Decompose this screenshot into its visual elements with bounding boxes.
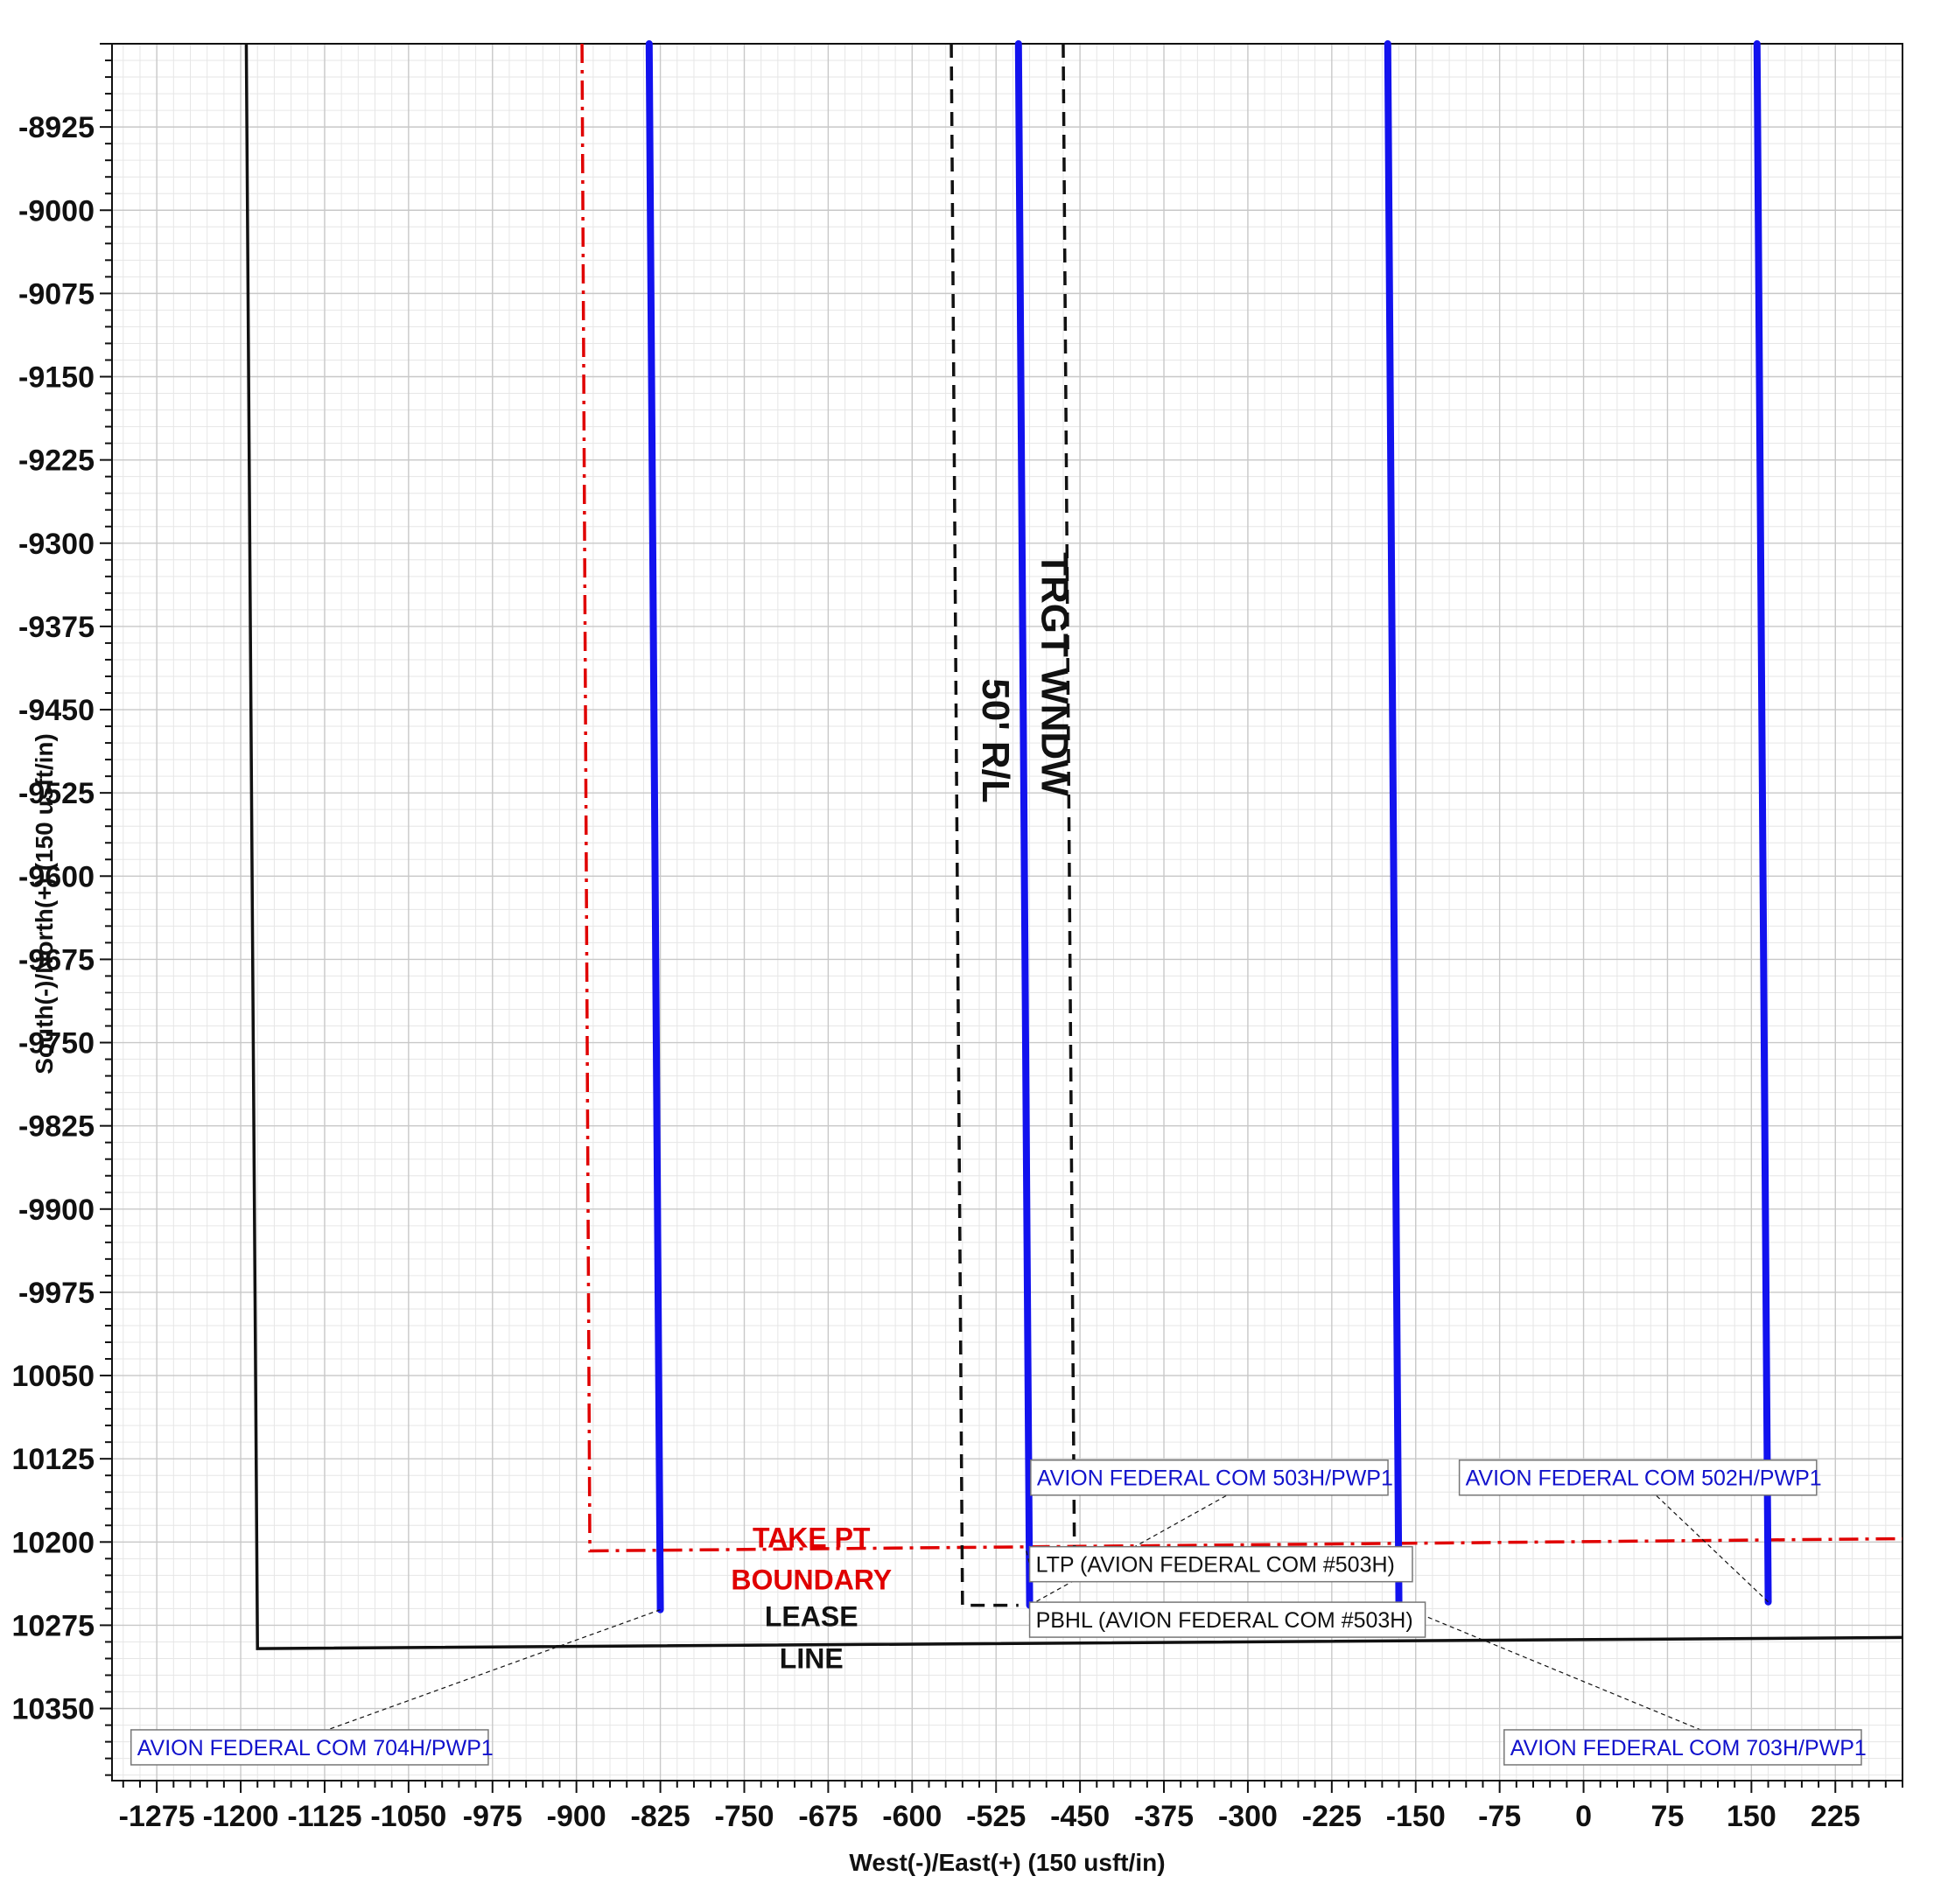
x-tick-label: -300 (1218, 1800, 1278, 1833)
y-tick-label: -9600 (18, 860, 95, 893)
wellbore-series-line (1753, 40, 1772, 1606)
y-tick-label: 10050 (11, 1360, 95, 1393)
y-axis-title: South(-)/North(+) (150 usft/in) (31, 733, 58, 1074)
point-label: PBHL (AVION FEDERAL COM #503H) (1028, 1601, 1426, 1638)
wellbore-series-line (645, 40, 664, 1614)
well-label-boxes: AVION FEDERAL COM 503H/PWP1 AVION FEDERAL… (130, 1459, 1867, 1766)
x-tick-label: -1200 (203, 1800, 279, 1833)
wellbore-series-line (1014, 40, 1034, 1609)
x-tick-label: -75 (1478, 1800, 1521, 1833)
label-box (130, 1729, 489, 1766)
x-tick-label: -675 (798, 1800, 858, 1833)
y-tick-label: -8925 (18, 111, 95, 144)
well-label: AVION FEDERAL COM 704H/PWP1 (130, 1729, 494, 1766)
x-tick-label: -1050 (370, 1800, 446, 1833)
label-text: AVION FEDERAL COM 703H/PWP1 (1510, 1736, 1867, 1760)
x-tick-label: -525 (966, 1800, 1026, 1833)
minor-gridlines (112, 44, 1903, 1781)
x-tick-label: -975 (463, 1800, 522, 1833)
y-tick-label: 10275 (11, 1609, 95, 1642)
label-box (1503, 1729, 1862, 1766)
y-tick-label: -9075 (18, 277, 95, 311)
boundary-take_point_boundary (580, 43, 1903, 1553)
label-text: AVION FEDERAL COM 502H/PWP1 (1466, 1466, 1822, 1491)
annotation-take-text: BOUNDARY (731, 1564, 892, 1596)
boundary-lease_line (244, 43, 1903, 1650)
x-axis-title: West(-)/East(+) (150 usft/in) (849, 1849, 1165, 1876)
x-tick-label: 0 (1575, 1800, 1592, 1833)
well-label: AVION FEDERAL COM 703H/PWP1 (1503, 1729, 1867, 1766)
y-tick-label: 10125 (11, 1443, 95, 1476)
y-tick-label: -9825 (18, 1110, 95, 1144)
axis-ticks (100, 43, 1903, 1793)
point-label: LTP (AVION FEDERAL COM #503H) (1028, 1545, 1413, 1583)
boundary-window_left (949, 43, 1019, 1607)
x-tick-label: -900 (547, 1800, 606, 1833)
x-tick-labels: -1275 -1200 -1125 -1050 -975 -900 -825 -750 -675… (119, 1800, 1860, 1833)
y-tick-label: 10200 (11, 1526, 95, 1559)
boundary-window_right (1062, 43, 1076, 1551)
annotation-rl-text: 50' R/L (974, 678, 1017, 803)
wellbore-series-line (1384, 40, 1403, 1609)
x-tick-label: -375 (1134, 1800, 1194, 1833)
x-tick-label: 75 (1651, 1800, 1685, 1833)
well-label: AVION FEDERAL COM 502H/PWP1 (1458, 1459, 1822, 1496)
x-tick-label: -1125 (287, 1800, 361, 1833)
y-tick-label: -9975 (18, 1277, 95, 1310)
x-tick-label: -750 (714, 1800, 774, 1833)
y-tick-label: -9375 (18, 611, 95, 644)
wellbore-series (645, 40, 1772, 1614)
y-tick-label: -9225 (18, 444, 95, 478)
y-tick-label: -9000 (18, 194, 95, 228)
x-tick-label: -1275 (119, 1800, 195, 1833)
x-tick-label: -450 (1050, 1800, 1110, 1833)
label-text: PBHL (AVION FEDERAL COM #503H) (1036, 1608, 1413, 1633)
leader-line (327, 1609, 661, 1731)
y-tick-label: -9150 (18, 361, 95, 395)
label-text: AVION FEDERAL COM 503H/PWP1 (1037, 1466, 1393, 1491)
chart-annotations: LEASE LINE TAKE PT BOUNDARY 50' R/L TRGT WNDW (731, 552, 1076, 1674)
plot-frame (111, 43, 1903, 1782)
annotation-lease-text: LINE (780, 1643, 844, 1675)
x-tick-label: -150 (1386, 1800, 1446, 1833)
x-tick-label: -225 (1302, 1800, 1362, 1833)
y-tick-label: 10350 (11, 1693, 95, 1726)
label-text: LTP (AVION FEDERAL COM #503H) (1036, 1553, 1395, 1578)
leader-line (1655, 1494, 1769, 1603)
label-text: AVION FEDERAL COM 704H/PWP1 (137, 1736, 494, 1760)
x-tick-label: 225 (1811, 1800, 1860, 1833)
label-box (1030, 1459, 1389, 1496)
y-tick-label: -9300 (18, 528, 95, 561)
label-box (1458, 1459, 1818, 1496)
y-tick-label: -9900 (18, 1194, 95, 1227)
annotation-lease-text: LEASE (765, 1601, 858, 1633)
leader-line (1398, 1605, 1701, 1731)
boundary-lines (244, 43, 1903, 1650)
x-tick-label: 150 (1727, 1800, 1776, 1833)
x-tick-label: -600 (882, 1800, 942, 1833)
y-tick-label: -9450 (18, 694, 95, 727)
y-tick-label: -9525 (18, 777, 95, 810)
y-tick-labels: -8925 -9000 -9075 -9150 -9225 -9300 -9375 -9450… (11, 111, 95, 1726)
x-tick-label: -825 (631, 1800, 690, 1833)
annotation-take-text: TAKE PT (753, 1522, 871, 1554)
y-tick-label: -9675 (18, 943, 95, 976)
y-tick-label: -9750 (18, 1027, 95, 1060)
well-label: AVION FEDERAL COM 503H/PWP1 (1030, 1459, 1393, 1496)
label-box (1028, 1545, 1413, 1583)
annotation-trgt-text: TRGT WNDW (1034, 552, 1076, 796)
label-box (1028, 1601, 1426, 1638)
